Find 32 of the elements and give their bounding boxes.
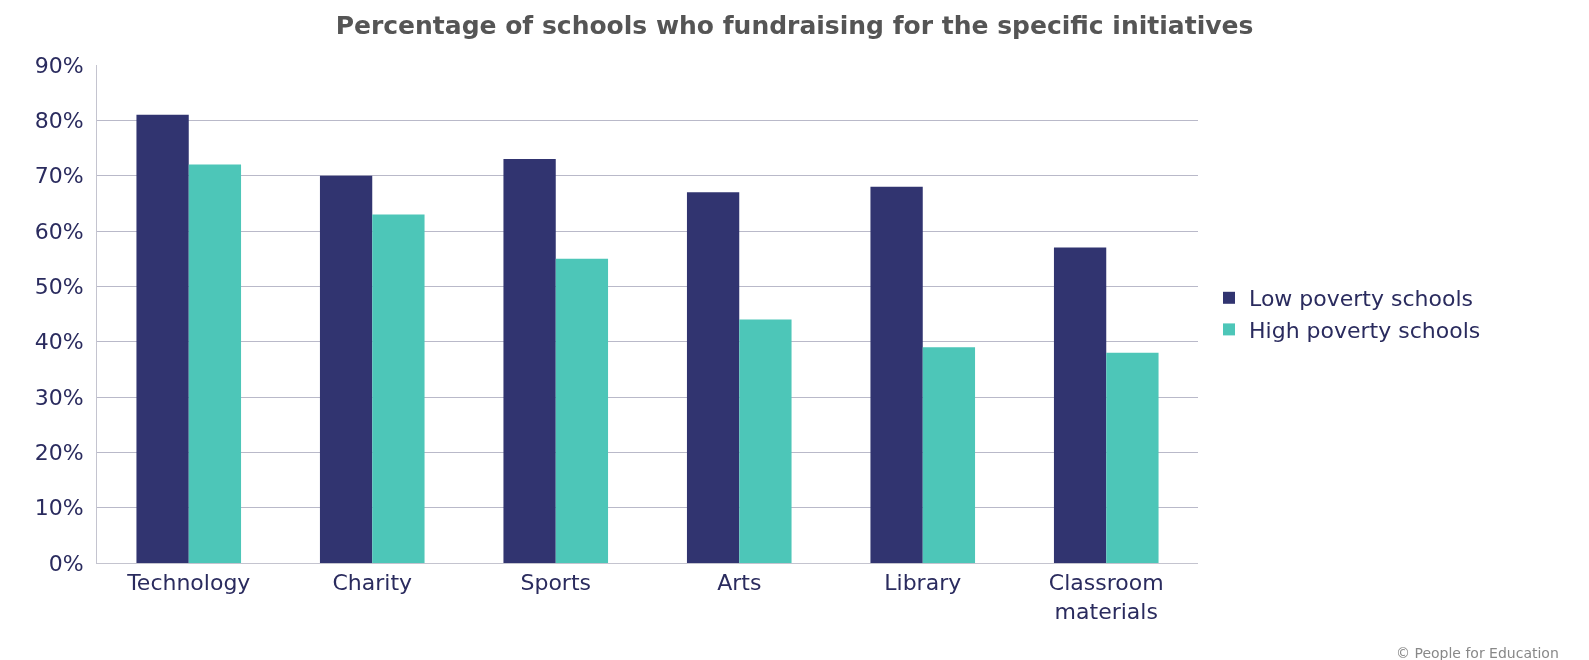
y-tick-label: 10% <box>34 495 84 521</box>
bar <box>372 214 425 563</box>
bar <box>188 164 242 563</box>
bar <box>136 114 189 563</box>
bar <box>1053 247 1107 563</box>
legend-label: High poverty schools <box>1249 317 1481 343</box>
x-tick-label: Library <box>884 570 962 596</box>
y-tick-label: 0% <box>48 550 84 576</box>
y-tick-label: 60% <box>34 218 84 244</box>
chart-title: Percentage of schools who fundraising for the specific initiatives <box>335 11 1254 40</box>
text: © People for Education <box>1396 645 1559 660</box>
bar <box>1106 352 1159 563</box>
x-tick-label: Charity <box>332 570 413 596</box>
bar <box>870 186 923 563</box>
bar <box>922 347 976 563</box>
y-tick-label: 40% <box>34 329 84 355</box>
legend-label: Low poverty schools <box>1249 286 1473 312</box>
x-tick-label: Technology <box>126 570 251 596</box>
bar <box>555 258 609 563</box>
x-tick-label: Arts <box>717 570 762 596</box>
y-tick-label: 20% <box>34 440 84 466</box>
y-tick-label: 50% <box>34 274 84 300</box>
x-tick-label: Sports <box>520 570 592 596</box>
x-tick-label: Classroom materials <box>1048 570 1164 624</box>
bar <box>739 319 792 563</box>
y-tick-label: 30% <box>34 384 84 410</box>
bar <box>319 175 373 563</box>
y-tick-label: 70% <box>34 163 84 189</box>
bar <box>686 192 740 563</box>
bar <box>503 159 556 563</box>
y-tick-label: 90% <box>34 52 84 78</box>
y-tick-label: 80% <box>34 108 84 134</box>
